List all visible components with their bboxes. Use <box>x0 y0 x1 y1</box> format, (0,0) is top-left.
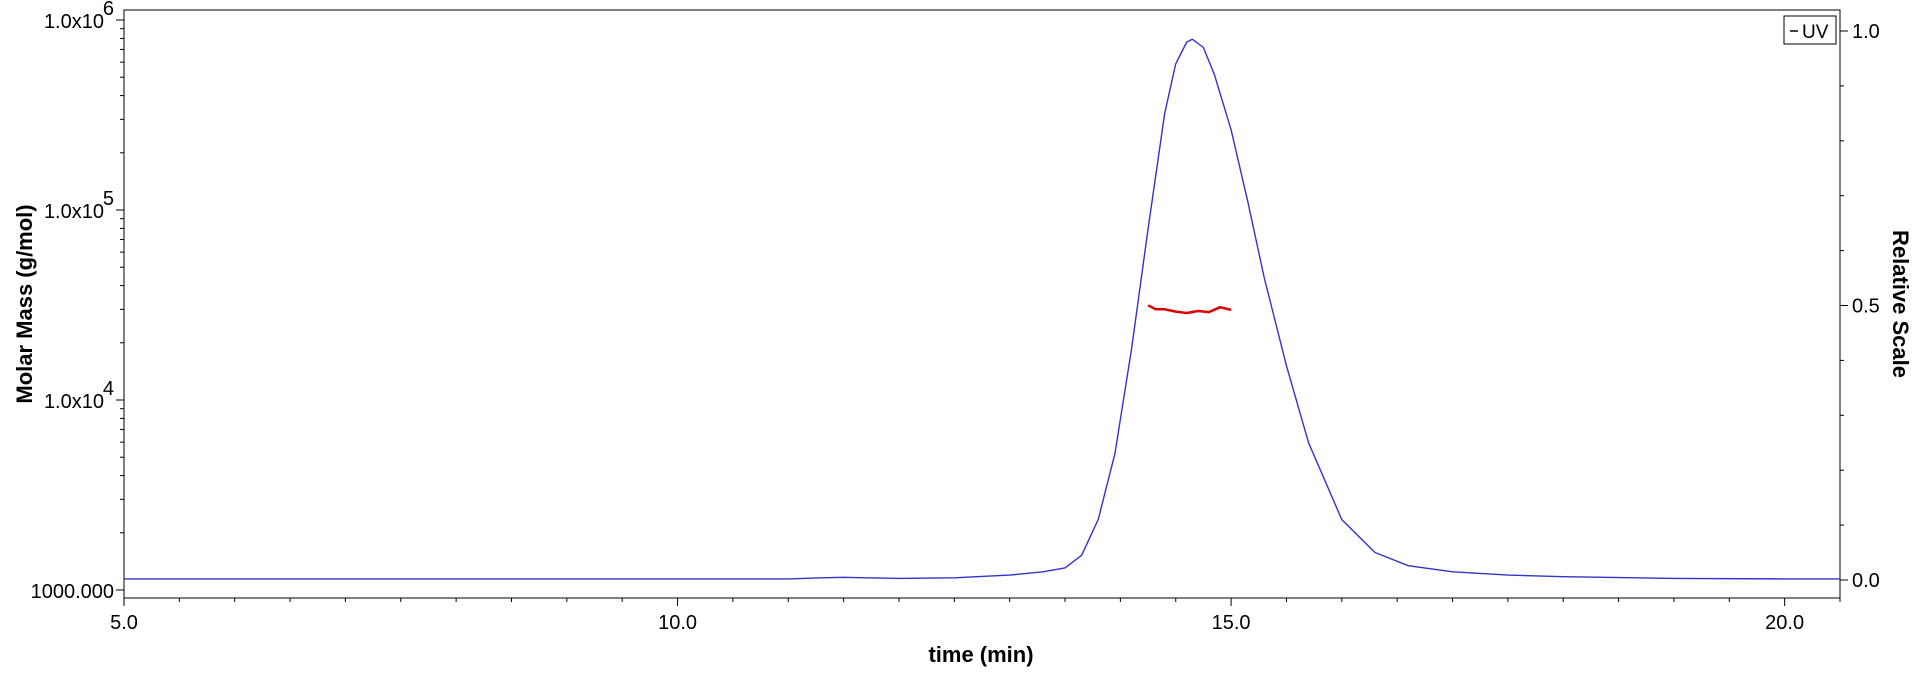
x-axis: 5.0 10.0 15.0 20.0 <box>110 598 1841 634</box>
left-tick-exponent: 6 <box>103 0 114 20</box>
x-tick-label: 15.0 <box>1212 612 1251 634</box>
right-y-axis-title: Relative Scale <box>1888 230 1913 378</box>
x-axis-title: time (min) <box>928 642 1033 667</box>
x-tick-label: 20.0 <box>1765 612 1804 634</box>
left-tick-label: 1.0x10 <box>44 391 104 413</box>
left-tick-label: 1.0x10 <box>44 11 104 33</box>
left-tick-label: 1.0x10 <box>44 201 104 223</box>
left-tick-exponent: 5 <box>103 188 114 210</box>
right-y-axis: 0.0 0.5 1.0 <box>1840 21 1880 592</box>
x-tick-label: 5.0 <box>110 612 138 634</box>
molar-mass-series-line <box>1147 304 1232 315</box>
x-tick-label: 10.0 <box>658 612 697 634</box>
series-layer <box>124 38 1840 580</box>
uv-series-line <box>124 38 1840 580</box>
legend: UV <box>1783 15 1837 45</box>
right-tick-label: 1.0 <box>1852 21 1880 43</box>
right-tick-label: 0.5 <box>1852 296 1880 318</box>
left-tick-label: 1000.000 <box>31 581 114 603</box>
left-tick-exponent: 4 <box>103 378 114 400</box>
legend-uv-label: UV <box>1802 22 1829 43</box>
left-y-axis-title: Molar Mass (g/mol) <box>12 204 37 403</box>
legend-box <box>1783 15 1837 45</box>
right-tick-label: 0.0 <box>1852 570 1880 592</box>
plot-area <box>123 9 1841 599</box>
